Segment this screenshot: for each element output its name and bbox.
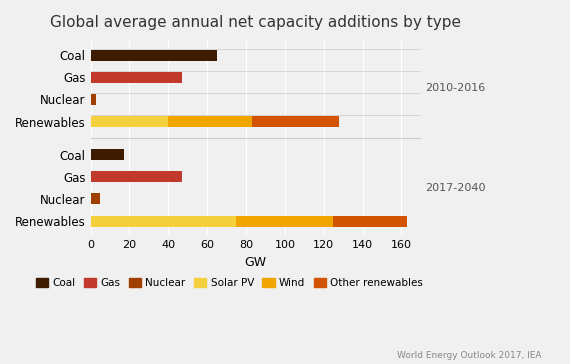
Bar bbox=[91, 72, 182, 83]
Bar bbox=[91, 171, 182, 182]
Title: Global average annual net capacity additions by type: Global average annual net capacity addit… bbox=[50, 15, 461, 30]
Bar bbox=[237, 215, 333, 226]
Bar bbox=[91, 116, 168, 127]
Bar bbox=[168, 116, 252, 127]
Text: 2017-2040: 2017-2040 bbox=[425, 183, 485, 193]
Text: 2010-2016: 2010-2016 bbox=[425, 83, 485, 94]
Bar bbox=[91, 50, 217, 61]
Bar bbox=[91, 215, 237, 226]
Legend: Coal, Gas, Nuclear, Solar PV, Wind, Other renewables: Coal, Gas, Nuclear, Solar PV, Wind, Othe… bbox=[31, 274, 428, 292]
Bar bbox=[252, 116, 339, 127]
Text: World Energy Outlook 2017, IEA: World Energy Outlook 2017, IEA bbox=[397, 351, 542, 360]
X-axis label: GW: GW bbox=[245, 256, 267, 269]
Bar bbox=[333, 215, 408, 226]
Bar bbox=[91, 94, 96, 105]
Bar bbox=[91, 193, 100, 205]
Bar bbox=[91, 149, 124, 160]
